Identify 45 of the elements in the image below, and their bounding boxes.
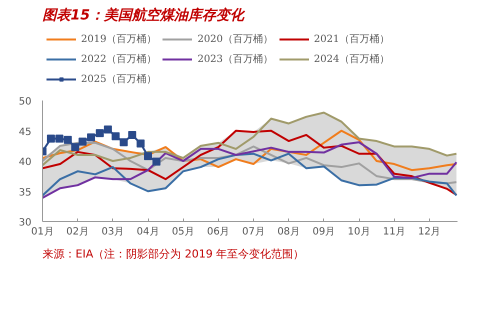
point xyxy=(136,139,145,148)
point xyxy=(120,138,128,146)
point xyxy=(64,136,72,144)
x-tick-label: 08月 xyxy=(277,226,300,238)
point xyxy=(87,133,96,142)
y-tick-label: 30 xyxy=(18,218,32,228)
legend-label: 2019（百万桶） xyxy=(81,32,156,46)
line-series xyxy=(42,130,458,172)
point xyxy=(104,126,112,134)
x-tick-label: 10月 xyxy=(348,226,370,238)
x-tick-label: 02月 xyxy=(66,226,90,238)
x-tick-label: 07月 xyxy=(242,226,265,238)
y-tick-label: 50 xyxy=(18,96,32,108)
line-series xyxy=(42,112,458,166)
x-tick-label: 12月 xyxy=(418,226,441,238)
source-note: 来源：EIA（注：阴影部分为 2019 年至今变化范围） xyxy=(42,248,304,260)
point xyxy=(55,134,64,143)
point xyxy=(46,134,55,143)
x-tick-label: 01月 xyxy=(31,226,54,238)
legend-label: 2024（百万桶） xyxy=(314,52,390,66)
x-tick-label: 06月 xyxy=(206,226,230,238)
point xyxy=(144,152,152,160)
line-series xyxy=(42,141,458,199)
x-tick-label: 03月 xyxy=(101,226,124,238)
legend-label: 2021（百万桶） xyxy=(314,32,390,46)
line-series xyxy=(42,130,458,196)
x-tick-label: 11月 xyxy=(382,226,406,238)
point xyxy=(152,158,160,166)
x-tick-label: 09月 xyxy=(312,226,336,238)
x-tick-label: 04月 xyxy=(136,226,160,238)
legend-label: 2025（百万桶） xyxy=(81,72,156,86)
legend-label: 2023（百万桶） xyxy=(197,52,273,66)
point xyxy=(71,143,80,152)
line-series xyxy=(42,152,458,196)
y-tick-label: 45 xyxy=(18,126,32,138)
x-tick-label: 05月 xyxy=(172,226,195,238)
legend-label: 2022（百万桶） xyxy=(81,52,156,66)
point xyxy=(78,138,87,146)
point xyxy=(128,130,136,139)
y-tick-label: 35 xyxy=(18,187,32,198)
y-tick-label: 40 xyxy=(18,157,32,168)
point xyxy=(112,132,120,140)
chart-title: 图表15：美国航空煤油库存变化 xyxy=(42,6,246,24)
legend-label: 2020（百万桶） xyxy=(197,32,273,46)
point xyxy=(96,129,104,138)
